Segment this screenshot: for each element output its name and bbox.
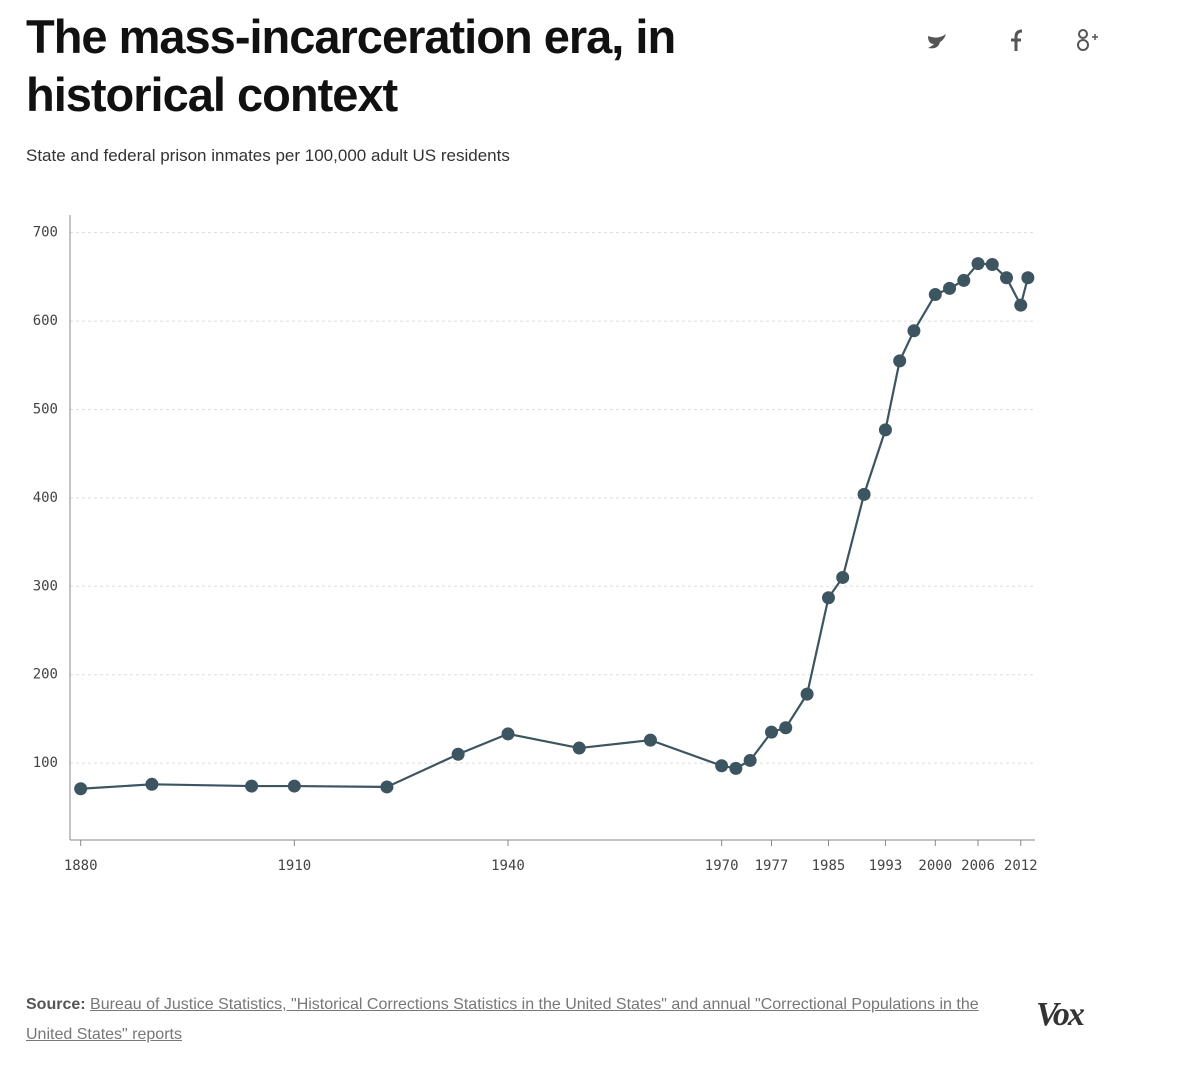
data-point	[957, 273, 971, 287]
x-tick-label: 1977	[755, 858, 789, 874]
source-note: Source: Bureau of Justice Statistics, "H…	[26, 990, 1006, 1050]
series-line	[80, 262, 1029, 790]
data-point	[643, 733, 657, 747]
data-point	[907, 324, 921, 338]
y-tick-label: 200	[33, 667, 58, 683]
y-tick-label: 500	[33, 401, 58, 417]
x-tick-label: 2000	[918, 858, 952, 874]
source-label: Source:	[26, 996, 86, 1013]
data-point	[729, 761, 743, 775]
y-tick-label: 400	[33, 490, 58, 506]
x-tick-label: 1985	[812, 858, 846, 874]
data-point	[928, 288, 942, 302]
data-point	[943, 281, 957, 295]
chart-subtitle: State and federal prison inmates per 100…	[26, 146, 510, 165]
y-tick-label: 600	[33, 313, 58, 329]
x-tick-label: 2012	[1004, 858, 1038, 874]
share-icons	[928, 29, 1098, 51]
data-point	[715, 759, 729, 773]
data-point	[245, 779, 259, 793]
x-tick-label: 1910	[277, 858, 311, 874]
data-point	[743, 753, 757, 767]
data-point	[501, 727, 515, 741]
x-tick-label: 1940	[491, 858, 525, 874]
data-point	[821, 591, 835, 605]
data-point	[1014, 298, 1028, 312]
chart-title: The mass-incarceration era, in historica…	[26, 10, 676, 121]
data-point	[145, 777, 159, 791]
data-point	[380, 780, 394, 794]
data-point	[985, 258, 999, 272]
data-point	[893, 354, 907, 368]
data-point	[857, 487, 871, 501]
y-tick-label: 100	[33, 755, 58, 771]
y-tick-label: 700	[33, 225, 58, 241]
data-point	[1000, 271, 1014, 285]
data-point	[971, 257, 985, 271]
x-tick-label: 2006	[961, 858, 995, 874]
logo: Vox	[1036, 996, 1085, 1033]
facebook-icon[interactable]	[1011, 29, 1023, 51]
y-tick-label: 300	[33, 578, 58, 594]
twitter-icon[interactable]	[928, 34, 946, 49]
data-point	[572, 741, 586, 755]
data-point	[779, 721, 793, 735]
x-tick-label: 1880	[64, 858, 98, 874]
data-point	[836, 570, 850, 584]
data-point	[451, 747, 465, 761]
x-tick-label: 1970	[705, 858, 739, 874]
data-point	[764, 725, 778, 739]
data-point	[287, 779, 301, 793]
googleplus-icon[interactable]	[1077, 29, 1098, 51]
data-point	[1021, 271, 1035, 285]
data-point	[74, 782, 88, 796]
x-tick-label: 1993	[869, 858, 903, 874]
source-link[interactable]: Bureau of Justice Statistics, "Historica…	[26, 996, 979, 1043]
data-point	[878, 423, 892, 437]
data-point	[800, 687, 814, 701]
